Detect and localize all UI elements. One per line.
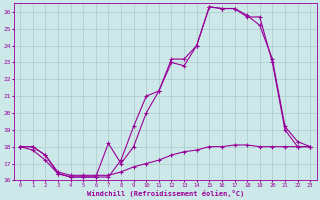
- X-axis label: Windchill (Refroidissement éolien,°C): Windchill (Refroidissement éolien,°C): [86, 190, 244, 197]
